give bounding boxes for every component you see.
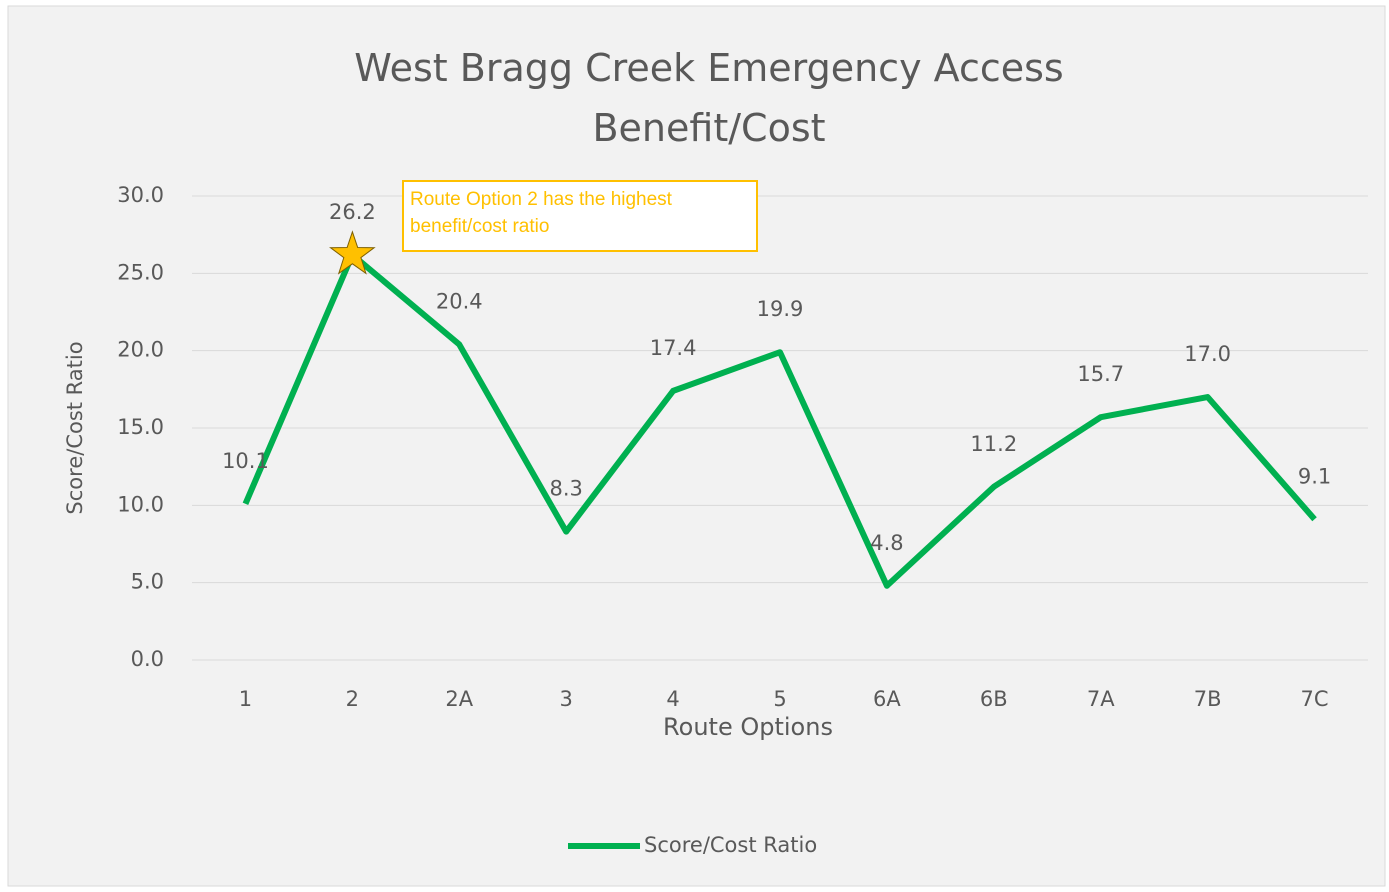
chart-area	[7, 5, 1386, 887]
y-axis-label: Score/Cost Ratio	[63, 341, 87, 514]
x-tick-label: 1	[239, 687, 252, 711]
data-label: 19.9	[757, 297, 804, 321]
x-tick-label: 3	[559, 687, 572, 711]
x-tick-label: 6B	[980, 687, 1008, 711]
x-axis-label: Route Options	[663, 713, 833, 741]
x-tick-label: 7B	[1194, 687, 1222, 711]
data-label: 4.8	[870, 531, 903, 555]
data-line	[242, 251, 1317, 589]
chart-title: West Bragg Creek Emergency Access Benefi…	[354, 46, 1064, 150]
data-label: 15.7	[1077, 362, 1124, 386]
data-label: 8.3	[549, 477, 582, 501]
data-label: 9.1	[1298, 464, 1331, 488]
data-label: 20.4	[436, 289, 483, 313]
y-tick-label: 10.0	[117, 492, 164, 516]
y-tick-label: 5.0	[131, 570, 164, 594]
data-label: 17.4	[650, 336, 697, 360]
data-label: 11.2	[970, 432, 1017, 456]
data-label: 17.0	[1184, 342, 1231, 366]
annotation: Route Option 2 has the highest benefit/c…	[402, 180, 758, 252]
x-tick-label: 2	[346, 687, 359, 711]
data-label: 10.1	[222, 449, 269, 473]
x-tick-label: 7A	[1087, 687, 1115, 711]
x-tick-label: 2A	[445, 687, 473, 711]
y-tick-label: 20.0	[117, 338, 164, 362]
y-tick-label: 0.0	[131, 647, 164, 671]
y-tick-label: 15.0	[117, 415, 164, 439]
x-tick-label: 6A	[873, 687, 901, 711]
highlight-star	[329, 230, 376, 275]
x-tick-label: 7C	[1301, 687, 1329, 711]
legend-label: Score/Cost Ratio	[644, 833, 817, 857]
data-label: 26.2	[329, 200, 376, 224]
y-tick-label: 30.0	[117, 183, 164, 207]
x-tick-label: 4	[666, 687, 679, 711]
x-tick-label: 5	[773, 687, 786, 711]
y-tick-label: 25.0	[117, 260, 164, 284]
